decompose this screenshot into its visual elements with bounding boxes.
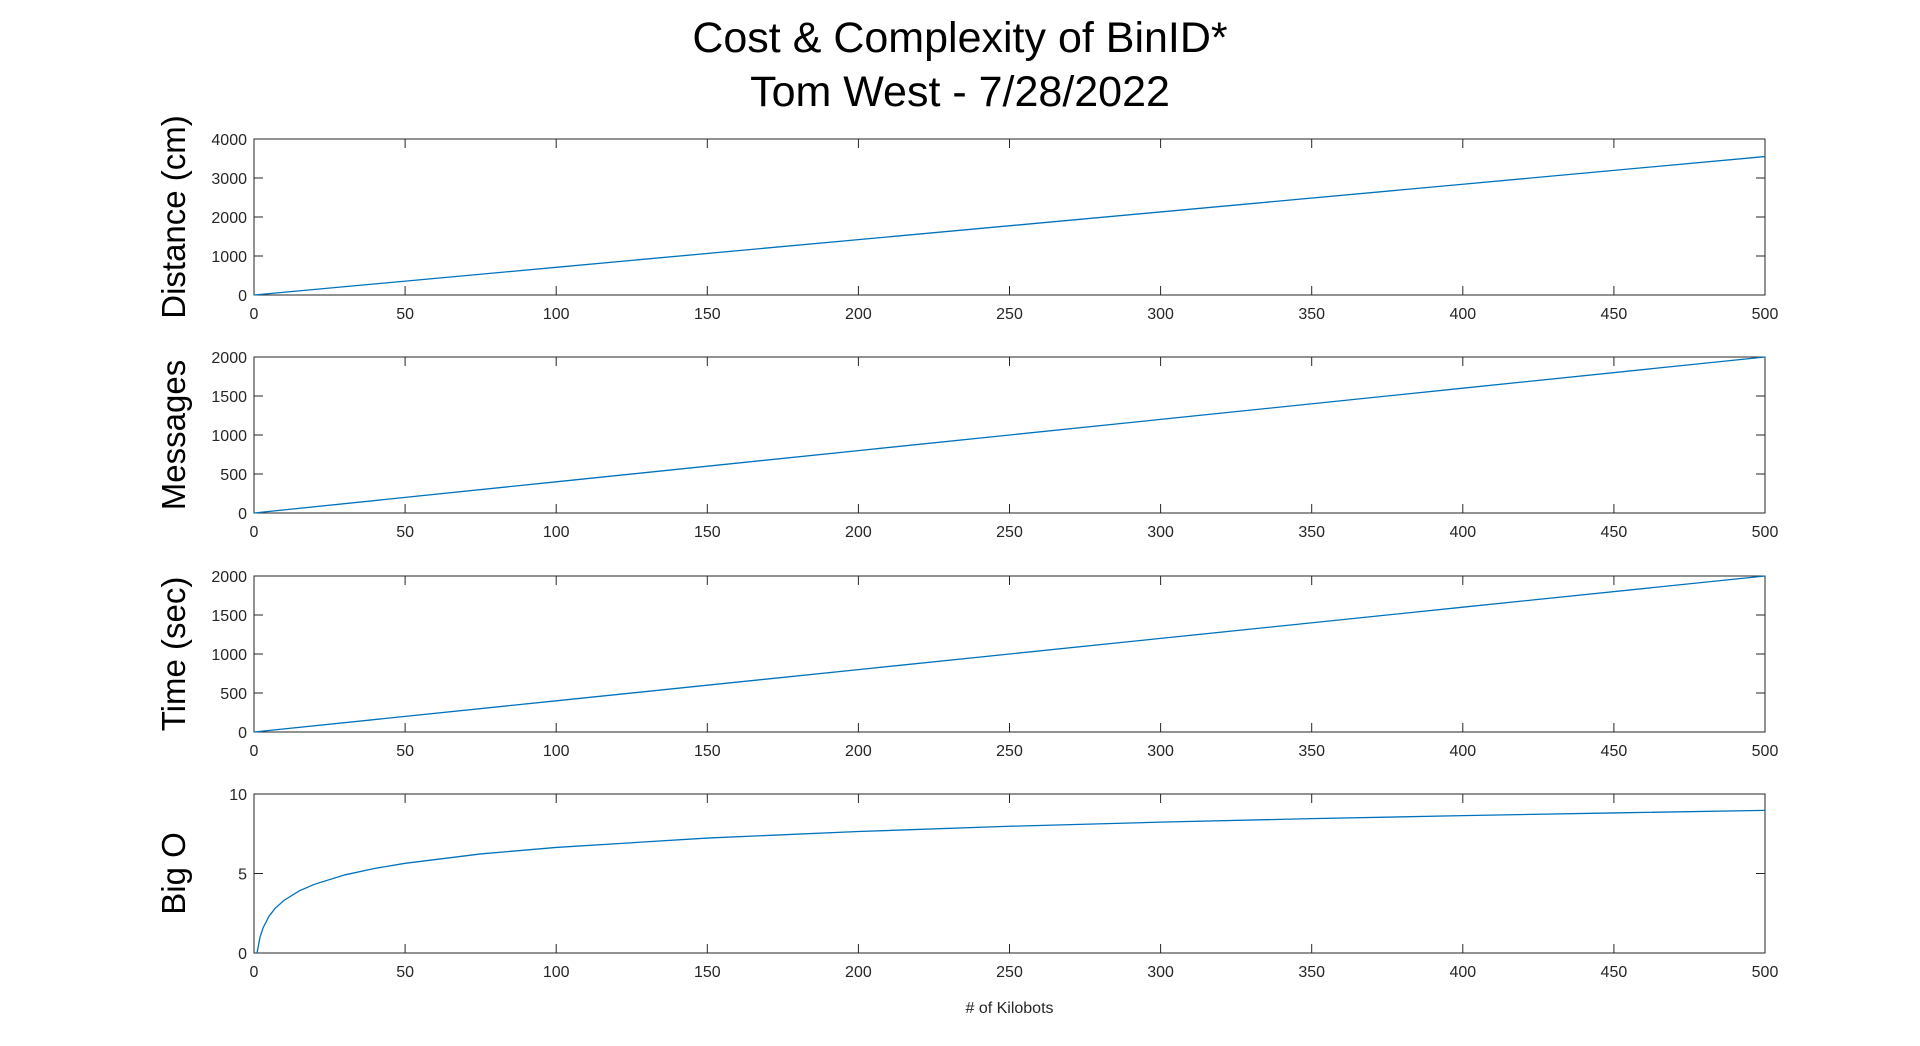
- y-tick-label: 1000: [211, 647, 247, 664]
- x-tick-label: 400: [1449, 743, 1476, 760]
- x-tick-label: 150: [694, 524, 721, 541]
- x-tick-label: 150: [694, 743, 721, 760]
- x-tick-label: 100: [543, 306, 570, 323]
- x-tick-label: 0: [250, 524, 259, 541]
- y-axis-label: Distance (cm): [155, 115, 192, 319]
- x-tick-label: 200: [845, 524, 872, 541]
- x-tick-label: 50: [396, 743, 414, 760]
- y-tick-label: 5: [238, 867, 247, 884]
- x-tick-label: 200: [845, 306, 872, 323]
- x-tick-label: 200: [845, 964, 872, 981]
- y-tick-label: 500: [220, 686, 247, 703]
- x-tick-label: 0: [250, 743, 259, 760]
- x-tick-label: 250: [996, 743, 1023, 760]
- x-tick-label: 100: [543, 964, 570, 981]
- chart-title: Cost & Complexity of BinID*: [692, 14, 1228, 62]
- chart-subtitle: Tom West - 7/28/2022: [750, 68, 1170, 116]
- x-tick-label: 150: [694, 964, 721, 981]
- series-line-3: [253, 575, 1766, 733]
- y-tick-label: 4000: [211, 132, 247, 149]
- subplot-3: 0 50 100 150 200 250 300 350 400 450 500 0 500 1000 15…: [155, 569, 1778, 760]
- x-tick-label: 250: [996, 306, 1023, 323]
- subplot-2: 0 50 100 150 200 250 300 350 400 450 500 0 500 1000 15…: [155, 350, 1778, 541]
- x-tick-label: 500: [1752, 524, 1779, 541]
- series-line-1: [253, 155, 1766, 296]
- x-tick-label: 400: [1449, 964, 1476, 981]
- y-axis-label: Messages: [155, 360, 192, 510]
- x-tick-label: 350: [1298, 964, 1325, 981]
- y-axis-label: Big O: [155, 832, 192, 915]
- x-tick-label: 450: [1601, 306, 1628, 323]
- x-tick-label: 50: [396, 306, 414, 323]
- x-tick-label: 500: [1752, 743, 1779, 760]
- plot-area-1: [253, 138, 1766, 296]
- x-tick-label: 100: [543, 743, 570, 760]
- y-tick-label: 2000: [211, 350, 247, 367]
- y-tick-label: 1000: [211, 249, 247, 266]
- x-tick-label: 350: [1298, 524, 1325, 541]
- x-tick-label: 100: [543, 524, 570, 541]
- y-axis-label: Time (sec): [155, 577, 192, 732]
- x-tick-label: 300: [1147, 743, 1174, 760]
- x-tick-label: 300: [1147, 306, 1174, 323]
- subplot-4: 0 50 100 150 200 250 300 350 400 450 500 0 5 10 Big O #…: [155, 787, 1778, 1017]
- x-tick-label: 450: [1601, 743, 1628, 760]
- x-tick-label: 450: [1601, 964, 1628, 981]
- subplot-1: 0 50 100 150 200 250 300 350 400 450 500 0 1000 2000 3…: [155, 115, 1778, 323]
- y-tick-label: 1000: [211, 428, 247, 445]
- y-tick-label: 500: [220, 467, 247, 484]
- y-tick-label: 2000: [211, 210, 247, 227]
- x-tick-label: 450: [1601, 524, 1628, 541]
- x-tick-label: 0: [250, 306, 259, 323]
- plot-area-4: [253, 793, 1766, 954]
- series-line-2: [253, 356, 1766, 514]
- y-tick-label: 0: [238, 946, 247, 963]
- y-tick-label: 0: [238, 288, 247, 305]
- x-tick-label: 150: [694, 306, 721, 323]
- x-tick-label: 500: [1752, 964, 1779, 981]
- y-tick-label: 3000: [211, 171, 247, 188]
- x-tick-label: 350: [1298, 306, 1325, 323]
- y-tick-label: 1500: [211, 389, 247, 406]
- x-tick-label: 50: [396, 964, 414, 981]
- x-axis-label: # of Kilobots: [965, 1000, 1053, 1017]
- x-tick-label: 350: [1298, 743, 1325, 760]
- x-tick-label: 300: [1147, 524, 1174, 541]
- x-tick-label: 300: [1147, 964, 1174, 981]
- x-tick-label: 50: [396, 524, 414, 541]
- x-tick-label: 250: [996, 524, 1023, 541]
- x-tick-label: 400: [1449, 306, 1476, 323]
- x-tick-label: 200: [845, 743, 872, 760]
- y-tick-label: 0: [238, 506, 247, 523]
- y-tick-label: 0: [238, 725, 247, 742]
- x-tick-label: 400: [1449, 524, 1476, 541]
- x-tick-label: 0: [250, 964, 259, 981]
- y-tick-label: 10: [229, 787, 247, 804]
- series-line-4: [256, 809, 1766, 954]
- y-tick-label: 2000: [211, 569, 247, 586]
- x-tick-label: 500: [1752, 306, 1779, 323]
- x-tick-label: 250: [996, 964, 1023, 981]
- y-tick-label: 1500: [211, 608, 247, 625]
